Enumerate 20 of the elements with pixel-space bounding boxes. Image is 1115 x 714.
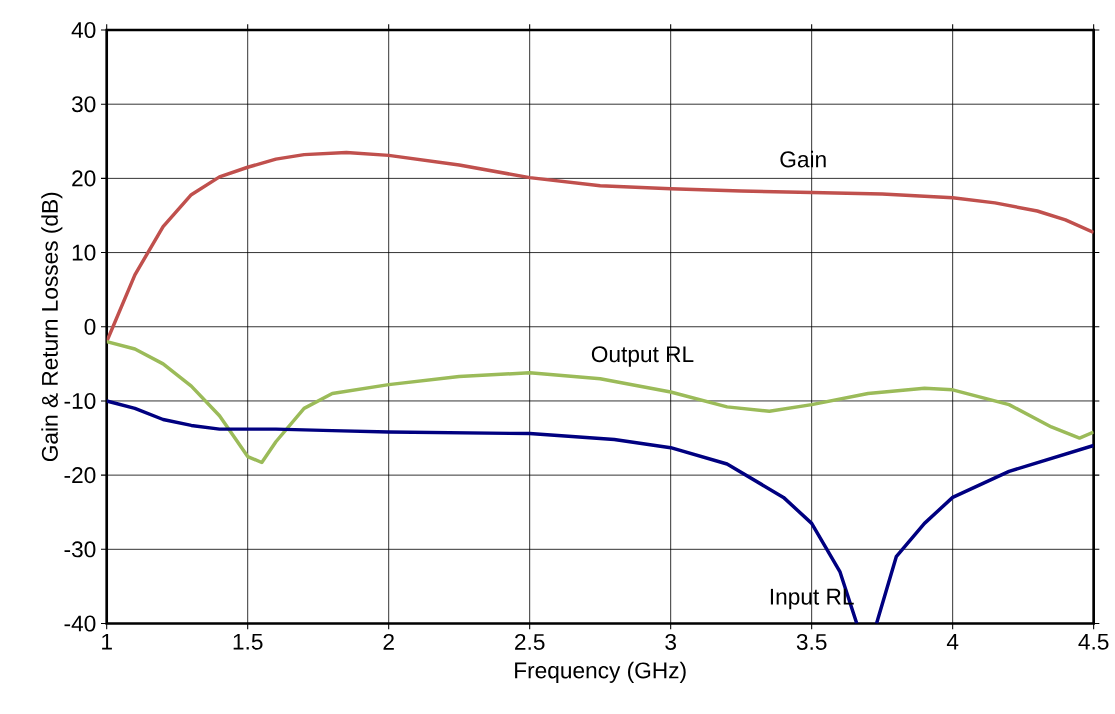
x-axis-title: Frequency (GHz) xyxy=(515,661,686,683)
y-tick-label: -20 xyxy=(64,467,96,484)
x-tick-label: 2.5 xyxy=(515,633,545,650)
x-tick-label: 1 xyxy=(102,633,112,650)
y-tick-label: 0 xyxy=(84,318,96,335)
y-axis-title: Gain & Return Losses (dB) xyxy=(41,192,63,461)
x-tick-label: 4 xyxy=(946,633,959,650)
x-tick-label: 4.5 xyxy=(1078,633,1109,650)
y-tick-label: 20 xyxy=(72,170,96,187)
x-tick-label: 3 xyxy=(665,633,676,650)
y-tick-label: -40 xyxy=(64,615,96,632)
line-series xyxy=(106,339,1094,465)
y-tick-label: 40 xyxy=(71,21,96,38)
y-tick-label: 30 xyxy=(71,96,96,113)
x-tick-label: 3.5 xyxy=(796,633,827,650)
x-tick-label: 1.5 xyxy=(233,633,263,650)
y-tick-label: 10 xyxy=(72,244,96,261)
y-tick-label: -10 xyxy=(64,392,96,409)
x-tick-label: 2 xyxy=(383,633,394,650)
y-tick-label: -30 xyxy=(64,541,96,558)
